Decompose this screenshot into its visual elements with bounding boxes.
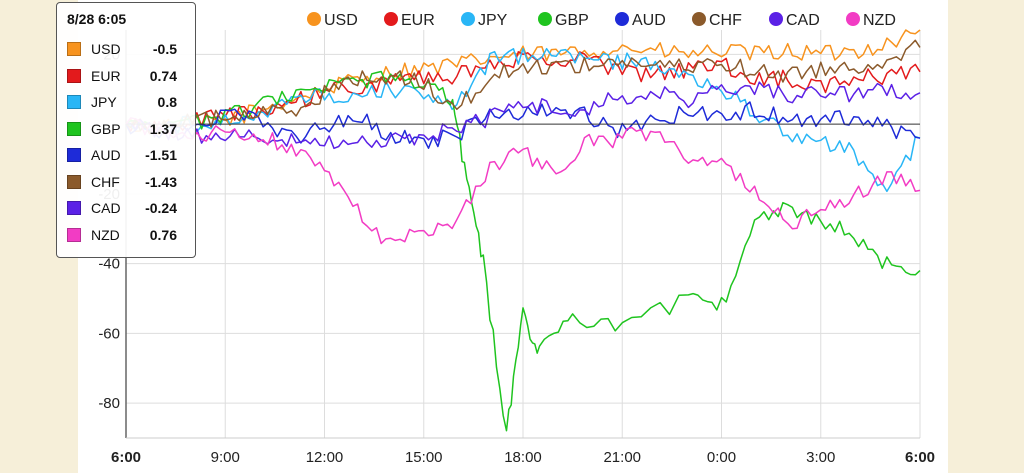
- tooltip-value: 0.76: [149, 226, 177, 243]
- tooltip-value: -1.43: [145, 173, 177, 190]
- tooltip-currency: JPY: [91, 94, 117, 111]
- tooltip-currency: GBP: [91, 120, 121, 137]
- legend-marker-jpy[interactable]: [461, 12, 475, 26]
- legend-label-jpy[interactable]: JPY: [478, 12, 508, 29]
- x-tick-label: 0:00: [707, 449, 736, 466]
- chart-panel: 20-20-40-60-806:009:0012:0015:0018:0021:…: [78, 0, 948, 473]
- tooltip-value: -1.51: [145, 147, 177, 164]
- tooltip-row: USD -0.5: [67, 36, 185, 63]
- legend-marker-gbp[interactable]: [538, 12, 552, 26]
- legend-label-aud[interactable]: AUD: [632, 12, 666, 29]
- legend-marker-chf[interactable]: [692, 12, 706, 26]
- series-line-gbp[interactable]: [125, 70, 921, 432]
- legend-label-eur[interactable]: EUR: [401, 12, 435, 29]
- tooltip-title: 8/28 6:05: [67, 11, 127, 27]
- series-line-cad[interactable]: [125, 81, 921, 150]
- tooltip-row: NZD 0.76: [67, 222, 185, 249]
- x-tick-label: 3:00: [806, 449, 835, 466]
- legend-label-nzd[interactable]: NZD: [863, 12, 896, 29]
- tooltip-swatch: [67, 42, 81, 57]
- legend-label-chf[interactable]: CHF: [709, 12, 742, 29]
- series-line-chf[interactable]: [125, 39, 921, 134]
- tooltip-currency: USD: [91, 41, 121, 58]
- legend-label-cad[interactable]: CAD: [786, 12, 820, 29]
- tooltip-swatch: [67, 174, 81, 189]
- series-line-jpy[interactable]: [125, 47, 921, 193]
- x-tick-label: 21:00: [603, 449, 641, 466]
- tooltip-currency: EUR: [91, 67, 121, 84]
- tooltip-swatch: [67, 148, 81, 163]
- tooltip-value: -0.24: [145, 200, 177, 217]
- tooltip-value: 0.74: [149, 67, 177, 84]
- legend-label-usd[interactable]: USD: [324, 12, 358, 29]
- legend-marker-aud[interactable]: [615, 12, 629, 26]
- tooltip-row: CAD -0.24: [67, 195, 185, 222]
- tooltip-swatch: [67, 95, 81, 110]
- tooltip-swatch: [67, 201, 81, 216]
- tooltip-row: AUD -1.51: [67, 142, 185, 169]
- tooltip-value: -0.5: [152, 41, 177, 58]
- x-tick-label: 18:00: [504, 449, 542, 466]
- y-tick-label: -80: [98, 395, 120, 412]
- legend-marker-cad[interactable]: [769, 12, 783, 26]
- tooltip-swatch: [67, 121, 81, 136]
- x-tick-label: 15:00: [405, 449, 443, 466]
- line-chart[interactable]: 20-20-40-60-806:009:0012:0015:0018:0021:…: [78, 0, 948, 473]
- x-tick-label: 9:00: [211, 449, 240, 466]
- tooltip-row: CHF -1.43: [67, 169, 185, 196]
- x-tick-label: 12:00: [306, 449, 344, 466]
- tooltip-swatch: [67, 68, 81, 83]
- tooltip-row: GBP 1.37: [67, 116, 185, 143]
- y-tick-label: -60: [98, 325, 120, 342]
- legend-marker-nzd[interactable]: [846, 12, 860, 26]
- tooltip-currency: CAD: [91, 200, 121, 217]
- legend-label-gbp[interactable]: GBP: [555, 12, 589, 29]
- hover-tooltip: 8/28 6:05 USD -0.5 EUR 0.74 JPY 0.8 GBP 1.37 AUD…: [56, 2, 196, 258]
- x-tick-label: 6:00: [905, 449, 935, 466]
- tooltip-currency: CHF: [91, 173, 120, 190]
- tooltip-value: 0.8: [157, 94, 177, 111]
- legend-marker-usd[interactable]: [307, 12, 321, 26]
- series-line-nzd[interactable]: [125, 117, 921, 245]
- tooltip-row: JPY 0.8: [67, 89, 185, 116]
- y-tick-label: -40: [98, 256, 120, 273]
- x-tick-label: 6:00: [111, 449, 141, 466]
- tooltip-currency: AUD: [91, 147, 121, 164]
- tooltip-swatch: [67, 227, 81, 242]
- series-line-eur[interactable]: [125, 51, 921, 135]
- legend-marker-eur[interactable]: [384, 12, 398, 26]
- tooltip-rows: USD -0.5 EUR 0.74 JPY 0.8 GBP 1.37 AUD -1.51 CHF -1…: [67, 36, 185, 248]
- tooltip-row: EUR 0.74: [67, 63, 185, 90]
- tooltip-value: 1.37: [149, 120, 177, 137]
- tooltip-currency: NZD: [91, 226, 120, 243]
